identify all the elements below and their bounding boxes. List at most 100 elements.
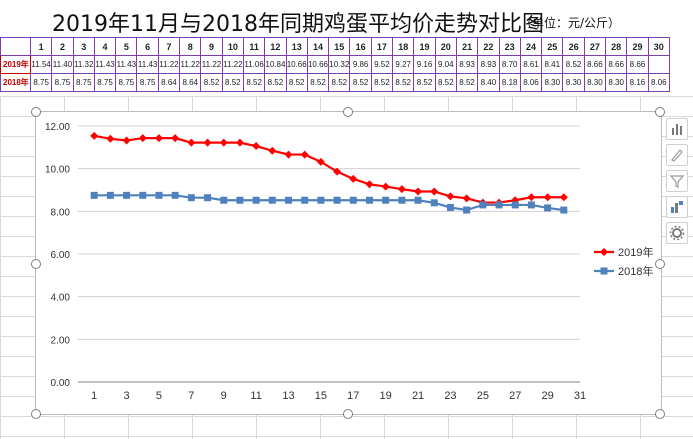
page-title: 2019年11月与2018年同期鸡蛋平均价走势对比图 [52,12,544,37]
data-point [285,196,293,204]
price-cell[interactable]: 8.66 [583,55,607,74]
price-cell[interactable]: 8.52 [349,73,372,92]
price-cell[interactable]: 8.30 [562,73,585,92]
price-cell[interactable]: 8.30 [541,73,564,92]
price-cell[interactable]: 8.52 [221,73,244,92]
day-header-cell: 17 [370,37,394,56]
chart-layout-button[interactable] [666,196,688,218]
table-corner-cell [0,37,31,56]
price-cell[interactable]: 8.52 [264,73,287,92]
price-cell[interactable]: 8.52 [306,73,330,92]
day-header-cell: 29 [626,37,649,56]
day-header-cell: 15 [328,37,351,56]
price-cell[interactable]: 8.40 [477,73,500,92]
resize-handle-top-right[interactable] [655,107,665,117]
price-cell[interactable]: 8.52 [562,55,585,74]
day-header-cell: 6 [136,37,159,56]
price-cell[interactable]: 8.75 [115,73,138,92]
resize-handle-bottom-center[interactable] [343,409,353,419]
price-cell[interactable]: 11.43 [93,55,117,74]
price-cell[interactable]: 10.84 [264,55,287,74]
price-cell[interactable]: 8.66 [626,55,649,74]
day-header-cell: 2 [51,37,74,56]
price-cell[interactable]: 8.93 [455,55,479,74]
chart-styles-button[interactable] [666,144,688,166]
data-point [284,150,293,159]
price-cell[interactable]: 8.52 [285,73,308,92]
resize-handle-middle-left[interactable] [31,259,41,269]
price-cell[interactable]: 9.04 [434,55,457,74]
price-cell[interactable]: 8.75 [72,73,95,92]
data-point [382,196,390,204]
price-cell[interactable]: 8.52 [370,73,394,92]
data-point [301,196,309,204]
price-cell[interactable]: 8.30 [583,73,607,92]
price-cell[interactable]: 11.06 [242,55,266,74]
price-cell[interactable]: 8.16 [626,73,649,92]
price-cell[interactable]: 11.43 [115,55,138,74]
row-label: 2018年 [0,73,31,92]
resize-handle-bottom-right[interactable] [655,409,665,419]
price-cell[interactable]: 8.52 [413,73,436,92]
x-tick-label: 3 [124,390,130,402]
chart-settings-button[interactable] [666,222,688,244]
price-cell[interactable]: 8.93 [477,55,500,74]
price-cell[interactable]: 8.75 [136,73,159,92]
data-point [446,203,454,211]
chart-elements-button[interactable] [666,118,688,140]
price-cell[interactable]: 8.41 [541,55,564,74]
price-cell[interactable]: 11.43 [136,55,159,74]
data-point [235,138,244,147]
chart-styles-icon [671,149,683,162]
price-cell[interactable]: 10.66 [306,55,330,74]
price-cell[interactable]: 8.66 [605,55,628,74]
price-cell[interactable]: 8.52 [328,73,351,92]
day-header-cell: 16 [349,37,372,56]
price-cell[interactable]: 8.75 [29,73,53,92]
price-cell[interactable]: 11.22 [200,55,223,74]
day-header-cell: 3 [72,37,95,56]
day-header-cell: 12 [264,37,287,56]
price-cell[interactable]: 9.16 [413,55,436,74]
price-cell[interactable]: 8.75 [93,73,117,92]
chart-area[interactable]: 0.00 2.00 4.00 6.00 8.00 10.00 12.00 1 3 5 7 9 11 13 1… [35,111,662,415]
price-cell[interactable]: 11.22 [179,55,202,74]
resize-handle-top-left[interactable] [31,107,41,117]
price-cell[interactable]: 8.18 [498,73,521,92]
price-cell[interactable]: 11.22 [221,55,244,74]
day-header-cell: 11 [242,37,266,56]
price-cell[interactable]: 8.64 [179,73,202,92]
price-cell[interactable]: 10.32 [328,55,351,74]
price-cell[interactable]: 8.52 [200,73,223,92]
price-cell[interactable]: 11.54 [29,55,53,74]
price-cell[interactable] [647,55,670,74]
resize-handle-middle-right[interactable] [655,259,665,269]
data-point [397,185,406,194]
resize-handle-top-center[interactable] [343,107,353,117]
day-header-cell: 13 [285,37,308,56]
y-tick-label: 6.00 [51,250,71,261]
resize-handle-bottom-left[interactable] [31,409,41,419]
price-cell[interactable]: 11.32 [72,55,95,74]
price-cell[interactable]: 8.61 [519,55,543,74]
price-cell[interactable]: 8.75 [51,73,74,92]
price-cell[interactable]: 9.86 [349,55,372,74]
data-point [463,206,471,214]
day-header-cell: 26 [562,37,585,56]
price-cell[interactable]: 8.30 [605,73,628,92]
price-cell[interactable]: 11.40 [51,55,74,74]
price-cell[interactable]: 8.52 [434,73,457,92]
price-cell[interactable]: 8.06 [519,73,543,92]
price-cell[interactable]: 8.52 [455,73,479,92]
chart-filters-button[interactable] [666,170,688,192]
price-cell[interactable]: 8.52 [392,73,415,92]
price-cell[interactable]: 9.27 [392,55,415,74]
price-cell[interactable]: 8.06 [647,73,670,92]
price-cell[interactable]: 10.66 [285,55,308,74]
price-cell[interactable]: 8.70 [498,55,521,74]
price-cell[interactable]: 8.64 [157,73,181,92]
price-cell[interactable]: 8.52 [242,73,266,92]
price-cell[interactable]: 9.52 [370,55,394,74]
price-cell[interactable]: 11.22 [157,55,181,74]
data-point [171,134,180,143]
